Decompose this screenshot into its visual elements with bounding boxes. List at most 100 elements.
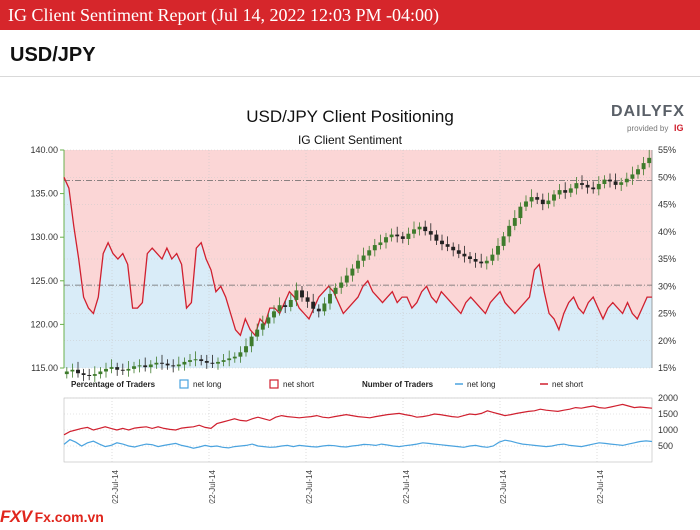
candle-body (479, 261, 484, 264)
legend-pct-long-label: net long (193, 380, 221, 389)
candle-body (490, 254, 495, 261)
candle-body (568, 188, 573, 193)
candle-body (132, 366, 136, 369)
candle-body (647, 157, 652, 164)
candle-body (546, 200, 551, 205)
candle-body (423, 226, 428, 232)
dailyfx-provided-by: provided by (627, 124, 668, 133)
lower-plot: 500 1000 1500 2000 2022-Jul-14 2022-Jul-14 202… (63, 393, 678, 504)
candle-body (512, 218, 517, 226)
candle-body (540, 199, 545, 205)
upper-plot: 15% 20% 25% 30% 35% 40% 45% 50% 55% 115.00 120.00 1… (30, 145, 676, 382)
candle-body (126, 368, 131, 371)
candle-body (120, 369, 125, 371)
candle-body (384, 237, 388, 243)
candle-body (188, 360, 192, 362)
lower-right-tick-label: 1500 (658, 409, 678, 419)
dailyfx-logo-text: DAILYFX (611, 103, 685, 120)
candle-body (199, 359, 204, 362)
x-date-label: 2022-Jul-14 (305, 469, 314, 504)
legend-num-short-label: net short (552, 380, 584, 389)
right-tick-label: 55% (658, 145, 676, 155)
candle-body (81, 373, 86, 375)
candle-body (372, 245, 377, 251)
candle-body (232, 356, 237, 359)
right-tick-label: 35% (658, 254, 676, 264)
candle-body (406, 233, 411, 239)
net-short-area (64, 150, 652, 336)
candle-body (608, 179, 612, 182)
candle-body (456, 250, 461, 254)
candle-body (87, 374, 92, 376)
candle-body (283, 305, 288, 307)
candle-body (64, 371, 69, 375)
candle-body (277, 305, 282, 312)
candle-body (552, 194, 556, 201)
candle-body (417, 226, 422, 230)
left-tick-label: 130.00 (30, 232, 58, 242)
candle-body (193, 359, 198, 361)
candle-body (165, 363, 170, 366)
legend-pct-short-swatch (269, 379, 279, 389)
net-long-traders-line (63, 438, 653, 449)
ig-badge: IG (674, 123, 684, 133)
candle-body (585, 184, 590, 188)
legend-num-long-label: net long (467, 380, 495, 389)
candle-body (316, 308, 321, 312)
candle-body (255, 329, 260, 337)
watermark-logo: FXV (0, 507, 32, 526)
candle-body (272, 311, 276, 318)
candle-body (356, 260, 360, 269)
x-date-label: 2022-Jul-14 (499, 469, 508, 504)
candle-body (249, 336, 254, 347)
left-tick-label: 140.00 (30, 145, 58, 155)
candle-body (350, 268, 355, 276)
candle-body (591, 187, 596, 190)
candle-body (613, 181, 618, 185)
candle-body (76, 369, 80, 374)
candle-body (389, 234, 394, 238)
candle-body (496, 245, 500, 255)
candle-body (339, 282, 344, 288)
candle-body (109, 367, 114, 369)
divider (0, 76, 700, 77)
candle-body (535, 197, 540, 200)
candle-body (160, 362, 164, 364)
candle-body (288, 299, 293, 307)
legend-num-title: Number of Traders (362, 380, 434, 389)
chart-subtitle: IG Client Sentiment (298, 133, 403, 147)
lower-right-tick-label: 2000 (658, 393, 678, 403)
legend: Percentage of Traders net long net short… (71, 379, 584, 389)
candle-body (266, 317, 271, 324)
candle-body (580, 183, 584, 185)
chart-title: USD/JPY Client Positioning (246, 107, 454, 126)
lower-right-tick-label: 500 (658, 441, 673, 451)
net-short-traders-line (63, 403, 653, 436)
candle-body (619, 182, 624, 185)
candle-body (434, 234, 439, 241)
candle-body (557, 190, 562, 195)
right-tick-label: 40% (658, 227, 676, 237)
candle-body (137, 365, 142, 367)
candle-body (412, 229, 416, 234)
candle-body (574, 183, 579, 189)
candle-body (305, 297, 310, 302)
right-tick-label: 20% (658, 336, 676, 346)
candle-body (227, 358, 232, 361)
candle-body (216, 361, 220, 364)
candle-body (468, 256, 472, 259)
candle-body (322, 303, 327, 312)
candle-body (260, 323, 265, 330)
candle-body (367, 250, 372, 256)
candle-body (182, 361, 187, 365)
client-positioning-chart: USD/JPY Client Positioning IG Client Sen… (30, 103, 685, 504)
candle-body (524, 201, 528, 207)
candle-body (176, 364, 181, 367)
candle-body (70, 369, 75, 372)
candle-body (440, 240, 444, 245)
candle-body (518, 206, 523, 219)
right-tick-label: 50% (658, 172, 676, 182)
candle-body (171, 365, 176, 367)
net-long-pct-line (63, 177, 652, 337)
candle-body (395, 234, 400, 237)
